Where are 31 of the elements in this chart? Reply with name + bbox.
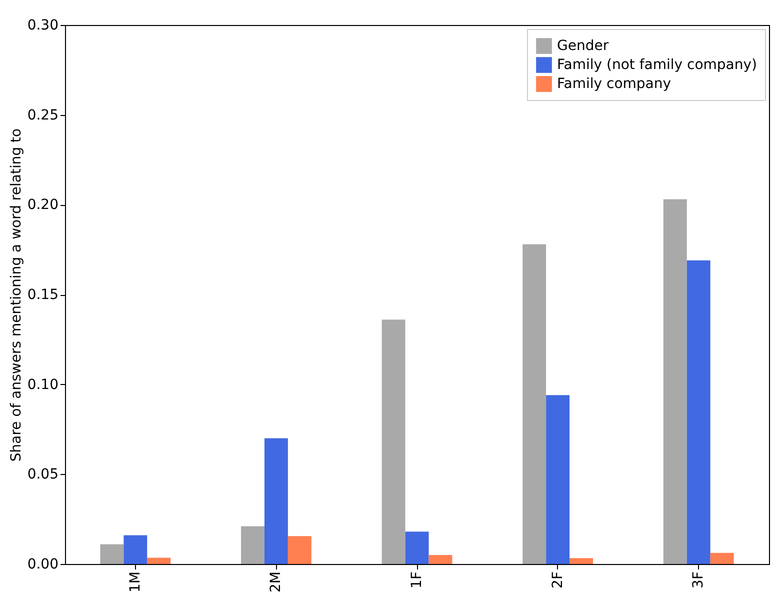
bar [405, 532, 429, 564]
bar [382, 320, 406, 564]
x-tick-label: 3F [690, 572, 707, 588]
bar [428, 555, 452, 564]
bar [100, 544, 124, 564]
x-tick-label: 2F [550, 572, 566, 588]
legend-label: Family company [557, 76, 672, 92]
bar [686, 260, 710, 564]
bar [288, 536, 312, 564]
legend-label: Gender [557, 38, 609, 54]
y-tick-label: 0.30 [27, 18, 58, 34]
bar [663, 199, 687, 564]
y-tick-label: 0.25 [27, 107, 58, 124]
bar [147, 558, 171, 564]
y-tick-label: 0.15 [27, 287, 58, 303]
y-tick-label: 0.20 [27, 197, 58, 214]
bar [241, 526, 264, 564]
bar [522, 244, 546, 564]
bar [264, 438, 288, 564]
bar [570, 558, 593, 564]
x-tick-label: 1F [409, 572, 425, 588]
x-tick-label: 1M [127, 572, 144, 592]
bar [710, 552, 734, 564]
bar [124, 535, 148, 564]
y-tick-label: 0.05 [27, 466, 58, 483]
y-axis-title: Share of answers mentioning a word relating to [8, 128, 24, 462]
x-tick-label: 2M [268, 572, 284, 592]
y-tick-label: 0.00 [27, 556, 58, 572]
y-tick-label: 0.10 [27, 376, 58, 393]
legend-label: Family (not family company) [557, 57, 757, 73]
bar [546, 395, 570, 564]
